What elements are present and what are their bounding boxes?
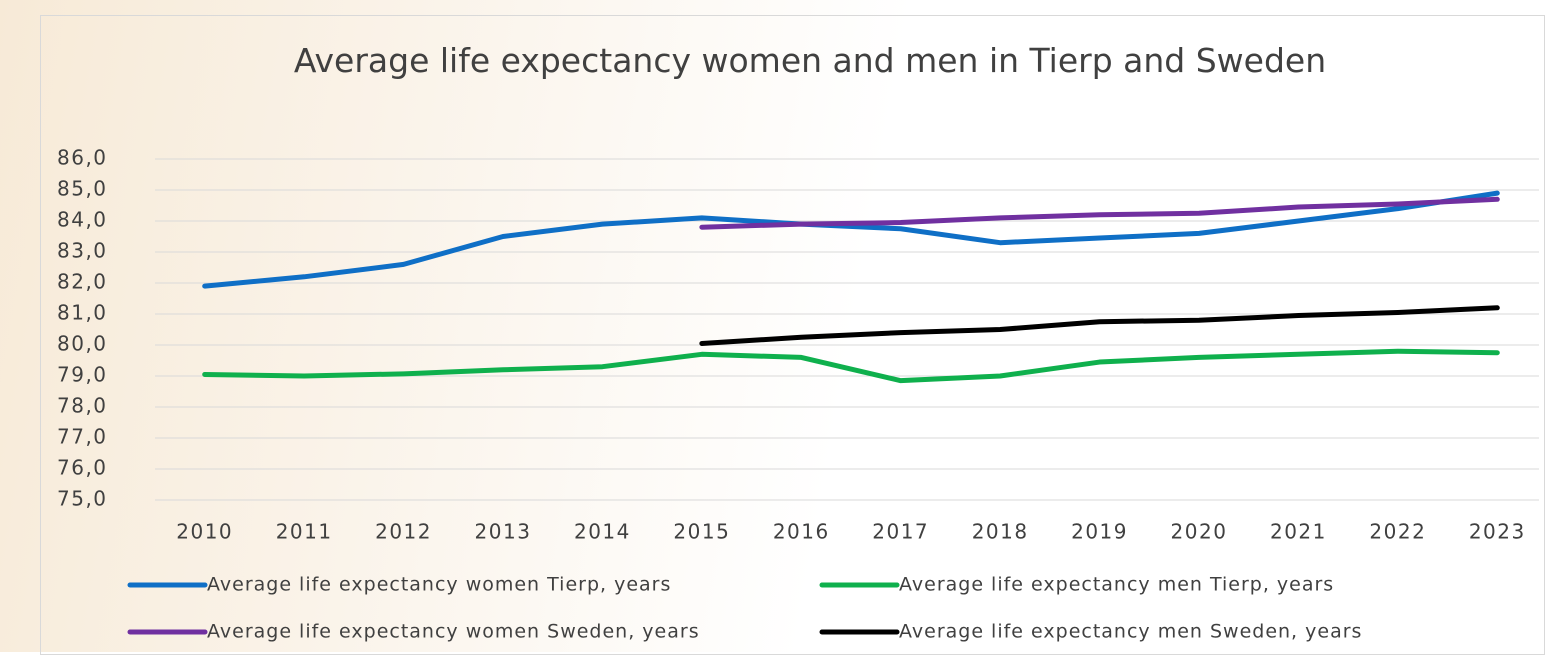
y-tick-label: 77,0 <box>57 425 108 449</box>
y-tick-label: 81,0 <box>57 301 108 325</box>
y-tick-label: 84,0 <box>57 208 108 232</box>
y-tick-label: 75,0 <box>57 487 108 511</box>
series-line <box>702 308 1497 344</box>
y-tick-label: 85,0 <box>57 177 108 201</box>
x-tick-label: 2010 <box>176 520 233 544</box>
legend-label: Average life expectancy men Tierp, years <box>899 574 1334 596</box>
x-tick-label: 2021 <box>1270 520 1327 544</box>
x-tick-label: 2016 <box>773 520 830 544</box>
x-tick-label: 2023 <box>1469 520 1526 544</box>
x-tick-label: 2014 <box>574 520 631 544</box>
x-tick-label: 2015 <box>673 520 730 544</box>
x-tick-label: 2019 <box>1071 520 1128 544</box>
y-tick-label: 80,0 <box>57 332 108 356</box>
x-tick-label: 2022 <box>1369 520 1426 544</box>
x-tick-label: 2011 <box>276 520 333 544</box>
legend-label: Average life expectancy men Sweden, year… <box>899 621 1362 643</box>
y-tick-label: 83,0 <box>57 239 108 263</box>
chart: 75,0 76,0 77,0 78,0 79,0 80,0 81,0 82,0 83,0 84,0… <box>0 0 1547 652</box>
x-tick-label: 2020 <box>1171 520 1228 544</box>
page: Average life expectancy women and men in… <box>0 0 1547 652</box>
y-tick-label: 86,0 <box>57 146 108 170</box>
y-tick-label: 76,0 <box>57 456 108 480</box>
legend-label: Average life expectancy women Tierp, yea… <box>207 574 671 596</box>
x-tick-label: 2018 <box>972 520 1029 544</box>
y-tick-label: 78,0 <box>57 394 108 418</box>
legend-label: Average life expectancy women Sweden, ye… <box>207 621 700 643</box>
y-tick-label: 79,0 <box>57 363 108 387</box>
x-tick-label: 2017 <box>872 520 929 544</box>
x-tick-label: 2013 <box>475 520 532 544</box>
x-tick-label: 2012 <box>375 520 432 544</box>
y-tick-label: 82,0 <box>57 270 108 294</box>
